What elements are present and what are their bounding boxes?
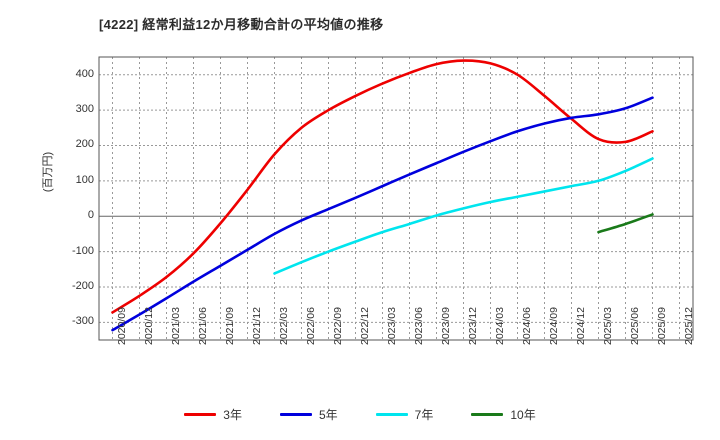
- legend-swatch-icon: [184, 413, 217, 416]
- y-tick-label: 0: [87, 209, 94, 222]
- series-lines: [111, 59, 654, 332]
- legend-label: 3年: [223, 408, 242, 422]
- x-tick-label: 2022/06: [304, 307, 317, 345]
- legend-swatch-icon: [375, 413, 408, 416]
- plot-frame: [98, 56, 694, 341]
- x-tick-label: 2024/12: [574, 307, 587, 345]
- x-tick-label: 2023/09: [439, 307, 452, 345]
- x-tick-label: 2023/12: [466, 307, 479, 345]
- y-tick-label: 200: [75, 138, 94, 151]
- x-tick-label: 2020/09: [115, 307, 128, 345]
- y-tick-label: -200: [71, 279, 94, 292]
- chart-legend: 3年 5年 7年 10年: [0, 406, 720, 423]
- legend-item-3年[interactable]: 3年: [184, 406, 242, 423]
- legend-item-10年[interactable]: 10年: [471, 406, 536, 423]
- y-tick-label: 400: [75, 67, 94, 80]
- x-tick-label: 2023/03: [385, 307, 398, 345]
- y-tick-label: -100: [71, 244, 94, 257]
- legend-swatch-icon: [279, 413, 312, 416]
- chart-title: [4222] 経常利益12か月移動合計の平均値の推移: [99, 17, 384, 32]
- x-tick-label: 2021/09: [223, 307, 236, 345]
- series-line-3: [597, 213, 654, 234]
- x-tick-label: 2022/09: [331, 307, 344, 345]
- y-tick-label: 300: [75, 103, 94, 116]
- x-tick-label: 2021/06: [196, 307, 209, 345]
- series-line-2: [273, 157, 654, 275]
- x-tick-label: 2021/03: [169, 307, 182, 345]
- series-line-1: [111, 96, 654, 332]
- x-tick-label: 2025/06: [628, 307, 641, 345]
- legend-item-5年[interactable]: 5年: [279, 406, 338, 423]
- y-tick-label: -300: [71, 315, 94, 328]
- legend-label: 7年: [414, 408, 434, 422]
- legend-item-7年[interactable]: 7年: [375, 406, 434, 423]
- x-tick-label: 2025/03: [601, 307, 614, 345]
- legend-swatch-icon: [471, 413, 504, 416]
- series-line-0: [111, 59, 654, 314]
- x-tick-label: 2022/12: [358, 307, 371, 345]
- x-tick-label: 2023/06: [412, 307, 425, 345]
- x-tick-label: 2025/12: [682, 307, 695, 345]
- y-tick-label: 100: [75, 173, 94, 186]
- legend-label: 10年: [510, 408, 536, 422]
- legend-label: 5年: [318, 408, 338, 422]
- x-tick-label: 2024/06: [520, 307, 533, 345]
- x-tick-label: 2024/03: [493, 307, 506, 345]
- x-tick-label: 2022/03: [277, 307, 290, 345]
- x-tick-label: 2020/12: [142, 307, 155, 345]
- x-tick-label: 2021/12: [250, 307, 263, 345]
- x-tick-label: 2024/09: [547, 307, 560, 345]
- y-axis-ticks: 400 300 200 100 0 -100 -200 -300: [46, 0, 94, 440]
- x-tick-label: 2025/09: [655, 307, 668, 345]
